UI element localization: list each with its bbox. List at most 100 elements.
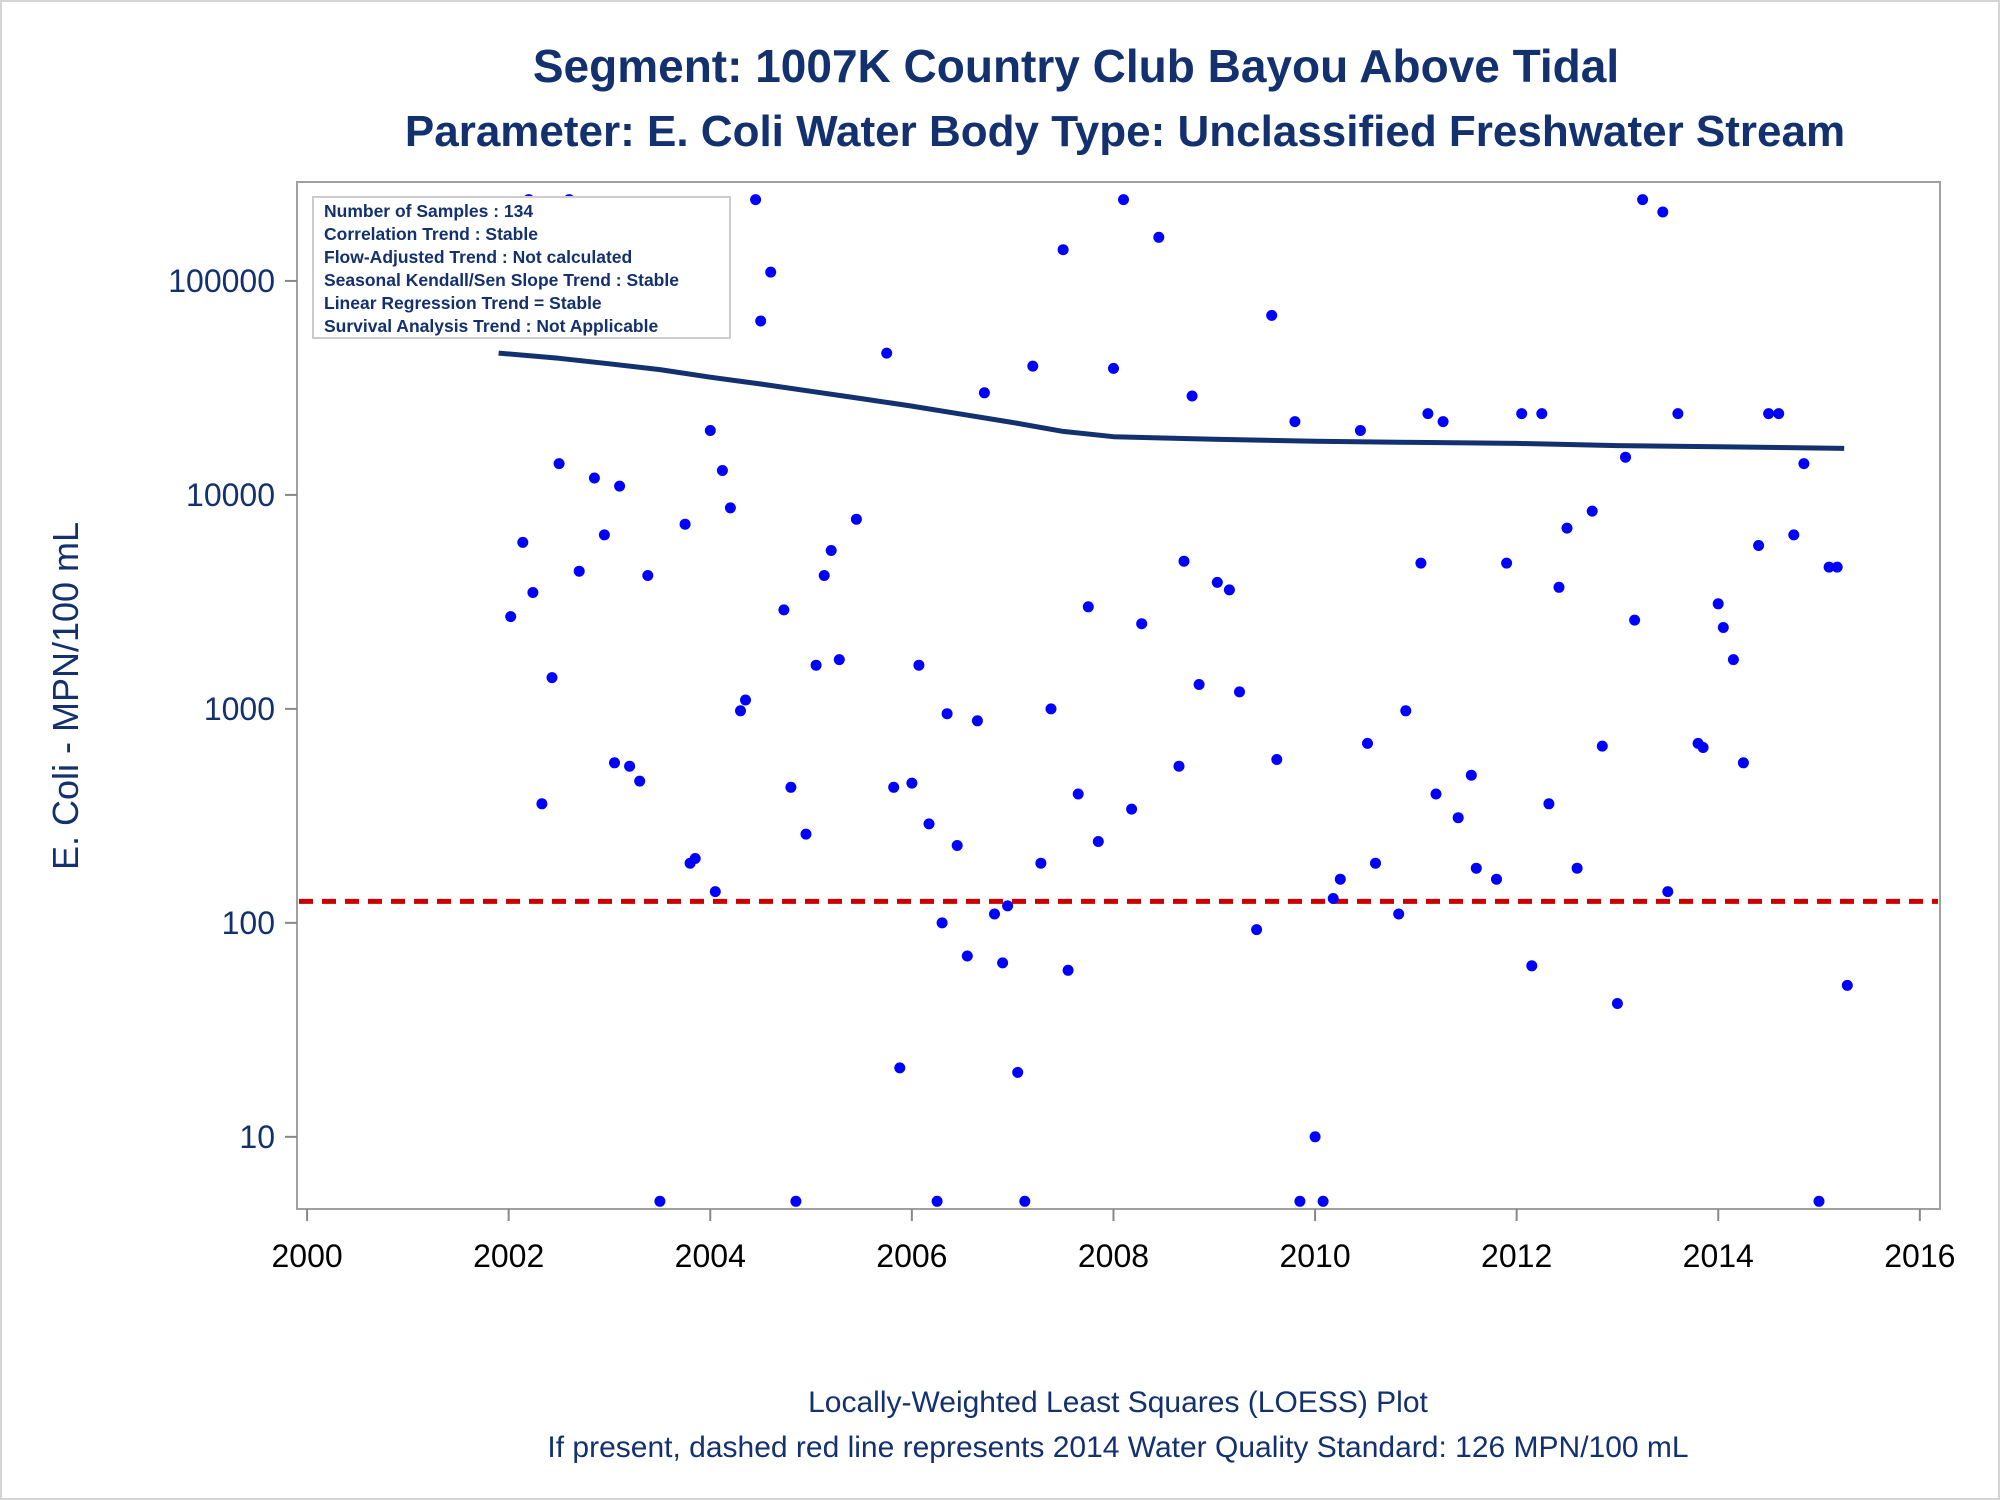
data-point: [1234, 686, 1245, 698]
x-tick-label: 2000: [271, 1238, 342, 1274]
chart-subtitle: Parameter: E. Coli Water Body Type: Uncl…: [405, 107, 1845, 156]
data-point: [614, 480, 626, 492]
data-point: [1717, 622, 1729, 633]
data-point: [1773, 408, 1785, 420]
data-point: [642, 570, 654, 581]
data-point: [1491, 873, 1502, 885]
data-point: [716, 465, 728, 476]
data-point: [1430, 788, 1442, 800]
data-point: [1662, 886, 1674, 898]
data-points-layer: [493, 194, 1853, 1207]
data-point: [1027, 360, 1039, 372]
data-point: [1571, 862, 1583, 874]
data-point: [1002, 900, 1014, 912]
x-tick-label: 2002: [473, 1238, 544, 1274]
data-point: [1422, 408, 1434, 420]
data-point: [800, 828, 812, 840]
data-point: [894, 1062, 906, 1074]
data-point: [1672, 408, 1684, 420]
data-point: [1092, 836, 1104, 847]
x-tick-label: 2010: [1279, 1238, 1350, 1274]
data-point: [1057, 244, 1069, 256]
data-point: [1516, 408, 1528, 420]
data-point: [505, 611, 517, 623]
data-point: [1470, 862, 1482, 874]
data-point: [1173, 760, 1185, 772]
data-point: [1354, 425, 1366, 436]
x-axis: 2000 2002 2004 2006 2008 2010 2012 2014 2016: [271, 1209, 1955, 1274]
data-point: [1737, 757, 1749, 769]
x-tick-label: 2012: [1481, 1238, 1552, 1274]
data-point: [923, 818, 935, 830]
data-point: [778, 604, 790, 616]
data-point: [735, 705, 746, 717]
data-point: [971, 715, 983, 727]
data-point: [527, 587, 539, 598]
stats-box-border: [312, 196, 731, 339]
data-point: [1553, 581, 1565, 593]
x-tick-label: 2006: [876, 1238, 947, 1274]
data-point: [978, 387, 990, 399]
data-point: [1370, 857, 1381, 869]
y-axis: 10 100 1000 10000 100000: [168, 263, 297, 1155]
data-point: [536, 798, 548, 810]
data-point: [1271, 754, 1283, 765]
data-point: [709, 886, 721, 898]
data-point: [790, 1195, 802, 1207]
data-point: [1393, 908, 1405, 920]
data-point: [1712, 598, 1724, 610]
data-point: [931, 1195, 943, 1207]
data-point: [1289, 416, 1301, 428]
data-point: [1561, 522, 1573, 534]
data-point: [1753, 540, 1765, 551]
data-point: [1629, 614, 1641, 626]
data-point: [1841, 979, 1853, 991]
data-point: [1045, 703, 1057, 715]
data-point: [1727, 654, 1739, 666]
data-point: [573, 565, 585, 577]
data-point: [825, 545, 837, 556]
stats-line-6: Survival Analysis Trend : Not Applicable: [324, 316, 658, 336]
data-point: [1153, 231, 1165, 243]
data-point: [1586, 505, 1598, 517]
y-tick-label: 10000: [186, 477, 275, 513]
stats-line-5: Linear Regression Trend = Stable: [324, 293, 602, 313]
data-point: [1415, 557, 1427, 569]
data-point: [906, 777, 918, 789]
data-point: [654, 1195, 666, 1207]
data-point: [1788, 529, 1800, 541]
stats-line-3: Flow-Adjusted Trend : Not calculated: [324, 247, 632, 267]
data-point: [750, 194, 762, 206]
data-point: [1082, 601, 1094, 613]
data-point: [1813, 1195, 1825, 1207]
data-point: [1012, 1066, 1024, 1078]
data-point: [1294, 1195, 1306, 1207]
data-point: [941, 708, 953, 720]
footnote-1: Locally-Weighted Least Squares (LOESS) P…: [808, 1386, 1428, 1419]
data-point: [785, 781, 797, 793]
data-point: [1327, 893, 1339, 904]
data-point: [624, 760, 636, 772]
data-point: [1062, 964, 1074, 976]
data-point: [1186, 390, 1198, 402]
data-point: [913, 659, 925, 671]
data-point: [1452, 812, 1464, 824]
data-point: [1108, 362, 1119, 374]
data-point: [546, 672, 558, 684]
x-tick-label: 2004: [675, 1238, 746, 1274]
data-point: [1334, 873, 1346, 885]
data-point: [1211, 576, 1223, 588]
data-point: [1126, 803, 1138, 815]
data-point: [1526, 960, 1538, 972]
data-point: [679, 518, 691, 530]
chart-title: Segment: 1007K Country Club Bayou Above …: [533, 40, 1619, 92]
data-point: [1400, 705, 1412, 717]
data-point: [1136, 618, 1148, 630]
data-point: [1193, 679, 1205, 690]
data-point: [609, 757, 620, 769]
data-point: [1266, 309, 1278, 321]
data-point: [1362, 737, 1373, 749]
stats-line-4: Seasonal Kendall/Sen Slope Trend : Stabl…: [324, 270, 679, 290]
stats-line-1: Number of Samples : 134: [324, 201, 533, 221]
x-tick-label: 2008: [1078, 1238, 1149, 1274]
